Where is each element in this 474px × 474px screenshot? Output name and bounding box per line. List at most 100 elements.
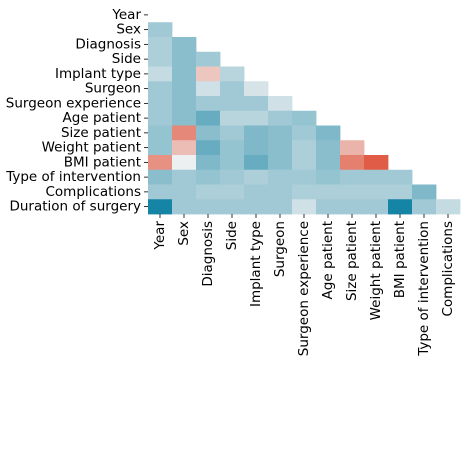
heatmap-cell [364,199,389,215]
y-tick-label: Implant type [55,66,141,82]
x-tick-label: Type of intervention [416,221,432,357]
x-tick-label: Age patient [320,221,336,299]
heatmap-cell [220,184,245,200]
heatmap-cell [172,155,197,171]
y-tick-label: BMI patient [64,154,141,170]
heatmap-cell [220,81,245,97]
heatmap-cell [292,110,317,126]
heatmap-cell [220,169,245,185]
heatmap-cell [172,81,197,97]
heatmap-cell [172,110,197,126]
heatmap-cell [148,110,173,126]
heatmap-cell [316,199,341,215]
heatmap-cell [292,199,317,215]
heatmap-cell [172,125,197,141]
heatmap-cell [220,110,245,126]
x-tick-label: Side [224,221,240,250]
heatmap-cell [292,155,317,171]
x-tick-label: Implant type [248,221,264,307]
heatmap-cell [412,184,437,200]
heatmap-cell [388,199,413,215]
x-tick-label: Diagnosis [200,221,216,287]
y-tick-label: Sex [116,22,141,38]
heatmap-cell [148,155,173,171]
heatmap-cell [412,199,437,215]
heatmap-cell [196,169,221,185]
heatmap-cell [244,81,269,97]
heatmap-cell [148,22,173,38]
heatmap-cell [148,37,173,53]
heatmap-cell [244,140,269,156]
heatmap-cell [364,184,389,200]
heatmap-cell [244,199,269,215]
heatmap-cell [196,184,221,200]
y-tick-label: Size patient [61,125,141,141]
heatmap-cell [316,125,341,141]
y-tick-label: Side [112,51,141,67]
heatmap-cell [220,155,245,171]
heatmap-cell [244,169,269,185]
heatmap-cell [268,169,293,185]
heatmap-cell [220,140,245,156]
heatmap-cell [148,184,173,200]
x-tick-label: Surgeon experience [296,221,312,356]
heatmap-cell [172,37,197,53]
heatmap-cell [220,125,245,141]
heatmap-cell [292,169,317,185]
heatmap-cell [172,169,197,185]
heatmap-cell [148,125,173,141]
y-tick-label: Age patient [63,110,141,126]
x-tick-label: Sex [176,221,192,246]
heatmap-cell [172,199,197,215]
heatmap-cell [220,66,245,82]
heatmap-cell [364,169,389,185]
y-tick-label: Surgeon [85,81,141,97]
heatmap-cell [340,140,365,156]
heatmap-cell [196,125,221,141]
y-tick-label: Surgeon experience [6,95,141,111]
y-tick-label: Year [111,7,141,23]
y-tick-label: Complications [46,184,142,200]
heatmap-cells [148,22,461,215]
heatmap-cell [268,125,293,141]
heatmap-cell [292,184,317,200]
heatmap-cell [268,155,293,171]
heatmap-cell [148,81,173,97]
heatmap-cell [244,96,269,112]
y-tick-label: Weight patient [42,140,141,156]
heatmap-cell [268,110,293,126]
heatmap-cell [196,155,221,171]
heatmap-cell [148,51,173,67]
heatmap-cell [244,110,269,126]
y-tick-label: Type of intervention [5,169,141,185]
heatmap-cell [388,184,413,200]
heatmap-cell [244,184,269,200]
heatmap-cell [316,155,341,171]
heatmap-cell [172,184,197,200]
heatmap-cell [172,140,197,156]
heatmap-cell [340,199,365,215]
heatmap-cell [172,96,197,112]
x-tick-label: Surgeon [272,221,288,277]
heatmap-cell [148,96,173,112]
heatmap-cell [292,125,317,141]
heatmap-cell [196,140,221,156]
heatmap-cell [196,199,221,215]
heatmap-cell [340,155,365,171]
heatmap-cell [316,140,341,156]
heatmap-cell [196,66,221,82]
heatmap-cell [388,169,413,185]
heatmap-cell [196,110,221,126]
x-axis-tick-labels: Year Sex Diagnosis Side Implant type Surgeon S… [152,214,456,357]
heatmap-cell [196,81,221,97]
heatmap-cell [196,51,221,67]
y-tick-label: Diagnosis [75,36,141,52]
x-tick-label: Year [152,221,168,251]
y-tick-label: Duration of surgery [9,199,141,215]
heatmap-cell [148,140,173,156]
heatmap-cell [340,184,365,200]
heatmap-cell [436,199,461,215]
x-tick-label: BMI patient [392,221,408,298]
x-tick-label: Size patient [344,221,360,301]
